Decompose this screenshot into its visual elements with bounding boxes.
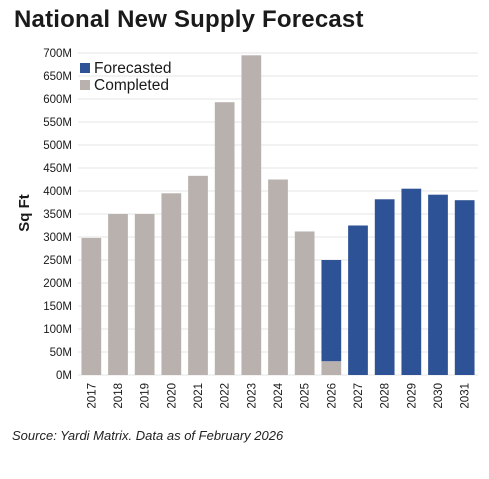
bar-completed-2019 bbox=[134, 214, 155, 375]
legend-label-completed: Completed bbox=[94, 77, 169, 94]
bars bbox=[81, 55, 475, 376]
y-tick-label: 200M bbox=[43, 278, 72, 290]
legend-label-forecasted: Forecasted bbox=[94, 60, 172, 77]
bar-completed-2024 bbox=[268, 179, 288, 375]
bar-completed-2017 bbox=[81, 237, 102, 375]
x-tick-label: 2025 bbox=[300, 383, 312, 409]
y-tick-label: 500M bbox=[43, 140, 72, 152]
y-tick-label: 400M bbox=[43, 186, 72, 198]
bar-forecasted-2028 bbox=[374, 199, 395, 375]
y-tick-label: 50M bbox=[50, 347, 72, 359]
chart-title: National New Supply Forecast bbox=[14, 6, 364, 33]
y-tick-label: 550M bbox=[43, 117, 72, 129]
x-tick-label: 2018 bbox=[113, 383, 125, 409]
bar-completed-2018 bbox=[108, 214, 128, 375]
x-tick-label: 2017 bbox=[86, 383, 98, 409]
x-tick-label: 2021 bbox=[193, 383, 205, 409]
y-tick-label: 100M bbox=[43, 324, 72, 336]
source-note: Source: Yardi Matrix. Data as of Februar… bbox=[12, 428, 284, 443]
bar-completed-2023 bbox=[241, 55, 262, 376]
x-axis-ticks: 2017 2018 2019 2020 2021 2022 2023 2024 2025 2026… bbox=[86, 382, 471, 408]
bar-completed-2022 bbox=[214, 102, 235, 375]
y-tick-label: 350M bbox=[43, 209, 72, 221]
bar-forecasted-2030 bbox=[428, 194, 448, 375]
x-tick-label: 2022 bbox=[220, 383, 232, 409]
y-axis-ticks: 0M 50M 100M 150M 200M 250M 300M 350M 400M 450M 500… bbox=[43, 48, 72, 382]
bar-completed-2025 bbox=[294, 231, 315, 375]
y-tick-label: 0M bbox=[56, 370, 72, 382]
x-tick-label: 2029 bbox=[406, 383, 418, 409]
bar-completed-2021 bbox=[188, 175, 208, 375]
y-axis-label: Sq Ft bbox=[16, 194, 33, 232]
legend-swatch-completed bbox=[80, 80, 90, 90]
x-tick-label: 2031 bbox=[460, 383, 472, 409]
x-tick-label: 2023 bbox=[246, 383, 258, 409]
x-tick-label: 2030 bbox=[433, 383, 445, 409]
y-tick-label: 300M bbox=[43, 232, 72, 244]
x-tick-label: 2028 bbox=[380, 383, 392, 409]
y-tick-label: 650M bbox=[43, 71, 72, 83]
y-tick-label: 700M bbox=[43, 48, 72, 60]
bar-completed-2026 bbox=[321, 361, 342, 375]
x-tick-label: 2026 bbox=[326, 383, 338, 409]
y-tick-label: 600M bbox=[43, 94, 72, 106]
bar-chart: 0M 50M 100M 150M 200M 250M 300M 350M 400M 450M 500… bbox=[16, 48, 478, 409]
y-tick-label: 150M bbox=[43, 301, 72, 313]
bar-forecasted-2027 bbox=[348, 225, 368, 375]
bar-completed-2020 bbox=[161, 193, 182, 375]
x-tick-label: 2024 bbox=[273, 382, 285, 408]
y-tick-label: 450M bbox=[43, 163, 72, 175]
x-tick-label: 2020 bbox=[166, 383, 178, 409]
x-tick-label: 2027 bbox=[353, 383, 365, 409]
y-tick-label: 250M bbox=[43, 255, 72, 267]
legend-swatch-forecasted bbox=[80, 63, 90, 73]
bar-forecasted-2026 bbox=[321, 260, 342, 362]
bar-forecasted-2029 bbox=[401, 188, 422, 375]
x-tick-label: 2019 bbox=[140, 383, 152, 409]
bar-forecasted-2031 bbox=[454, 200, 475, 375]
